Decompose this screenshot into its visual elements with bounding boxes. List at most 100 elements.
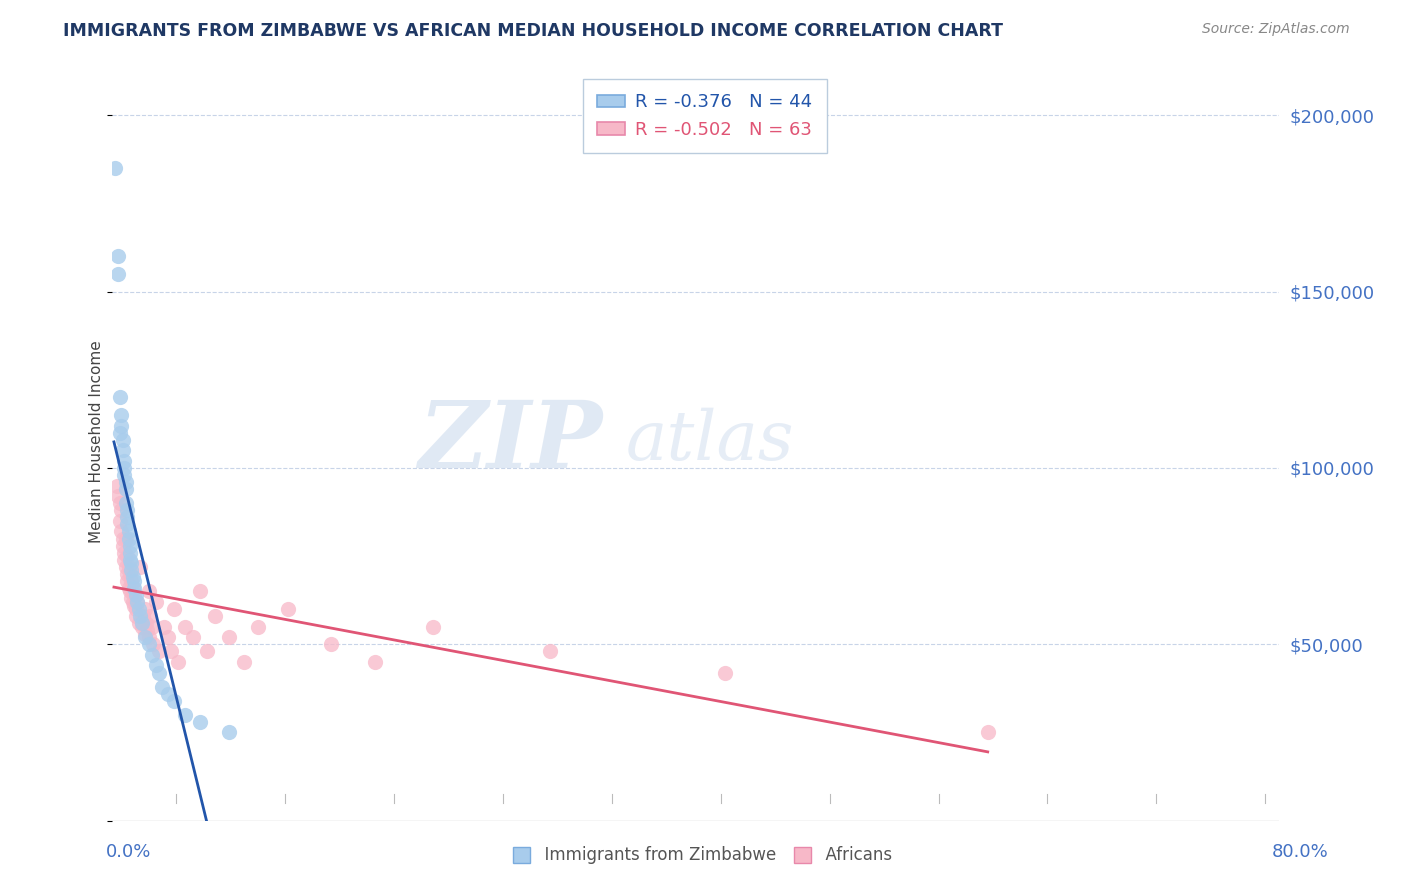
Point xyxy=(118,552,141,566)
Point xyxy=(108,425,131,440)
Text: 0.0%: 0.0% xyxy=(105,843,150,861)
Point xyxy=(122,595,145,609)
Point xyxy=(107,489,129,503)
Point xyxy=(111,433,134,447)
Point xyxy=(117,581,139,595)
Point xyxy=(364,655,387,669)
Point xyxy=(135,616,157,631)
Point xyxy=(422,620,444,634)
Point xyxy=(218,630,240,644)
Point xyxy=(131,620,153,634)
Point xyxy=(163,602,186,616)
Point xyxy=(141,648,163,662)
Point xyxy=(124,574,146,588)
Text: Source: ZipAtlas.com: Source: ZipAtlas.com xyxy=(1202,22,1350,37)
Text: ZIP: ZIP xyxy=(419,397,603,486)
Point xyxy=(131,616,153,631)
Point xyxy=(114,559,136,574)
Point xyxy=(118,584,141,599)
Point xyxy=(156,630,179,644)
Point xyxy=(115,510,138,524)
Point xyxy=(976,725,998,739)
Text: Africans: Africans xyxy=(815,846,893,863)
Point xyxy=(134,630,156,644)
Point xyxy=(134,602,156,616)
Point xyxy=(112,546,135,560)
Point xyxy=(107,249,129,263)
Point xyxy=(115,566,138,581)
Point xyxy=(152,620,174,634)
Point xyxy=(124,581,146,595)
Point xyxy=(132,609,155,624)
Point xyxy=(112,552,135,566)
Point xyxy=(138,637,160,651)
Point xyxy=(114,475,136,489)
Point xyxy=(117,524,139,539)
Point xyxy=(148,644,170,658)
Point xyxy=(156,687,179,701)
Point xyxy=(163,694,186,708)
Point xyxy=(167,655,190,669)
Point xyxy=(117,532,139,546)
Point xyxy=(117,559,139,574)
Point xyxy=(111,532,134,546)
Point xyxy=(148,665,170,680)
Point xyxy=(204,609,226,624)
Point xyxy=(108,496,131,510)
Point xyxy=(125,609,148,624)
Point xyxy=(188,714,211,729)
Point xyxy=(129,609,152,624)
Point xyxy=(150,680,173,694)
Point xyxy=(538,644,561,658)
Point xyxy=(110,408,132,422)
Point xyxy=(195,644,218,658)
Point xyxy=(115,549,138,563)
Point xyxy=(120,556,142,570)
Point xyxy=(139,609,162,624)
Point xyxy=(129,559,152,574)
Point xyxy=(110,524,132,539)
Point xyxy=(125,602,148,616)
Point xyxy=(188,584,211,599)
Point xyxy=(127,595,149,609)
Point xyxy=(118,566,141,581)
Point xyxy=(112,468,135,483)
Point xyxy=(114,532,136,546)
Point xyxy=(136,624,159,638)
Point xyxy=(105,478,128,492)
Point xyxy=(145,595,167,609)
Point xyxy=(112,461,135,475)
Point xyxy=(218,725,240,739)
Point xyxy=(114,496,136,510)
Point xyxy=(127,595,149,609)
Text: atlas: atlas xyxy=(626,409,794,475)
Point xyxy=(111,539,134,553)
Point xyxy=(247,620,270,634)
Point xyxy=(145,658,167,673)
Point xyxy=(138,630,160,644)
Point xyxy=(124,599,146,613)
Point xyxy=(276,602,298,616)
Point xyxy=(128,602,150,616)
Point xyxy=(120,563,142,577)
Point xyxy=(122,581,145,595)
Point xyxy=(112,454,135,468)
Point xyxy=(174,707,197,722)
Point xyxy=(124,588,146,602)
Point xyxy=(110,503,132,517)
Point xyxy=(114,482,136,496)
Point xyxy=(232,655,254,669)
Point xyxy=(138,584,160,599)
Point xyxy=(321,637,343,651)
Point xyxy=(111,443,134,458)
Point xyxy=(120,591,142,606)
Text: 80.0%: 80.0% xyxy=(1272,843,1329,861)
Point xyxy=(104,161,127,176)
Point xyxy=(115,503,138,517)
Point xyxy=(122,570,145,584)
Point xyxy=(110,418,132,433)
Legend: R = -0.376   N = 44, R = -0.502   N = 63: R = -0.376 N = 44, R = -0.502 N = 63 xyxy=(583,79,827,153)
Point xyxy=(108,391,131,405)
Text: Immigrants from Zimbabwe: Immigrants from Zimbabwe xyxy=(534,846,776,863)
Point xyxy=(160,644,183,658)
